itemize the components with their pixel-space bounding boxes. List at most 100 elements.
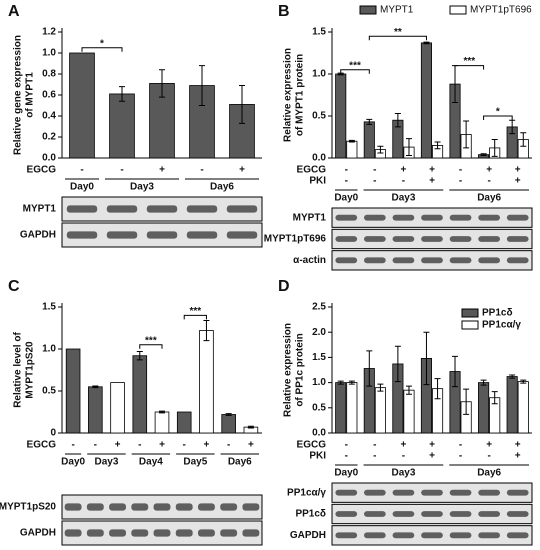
significance-label: * — [496, 107, 500, 118]
row-value: + — [401, 165, 407, 176]
error-bar — [434, 141, 441, 150]
row-value: - — [94, 440, 97, 451]
blot-band — [364, 257, 386, 264]
blot-band — [392, 511, 415, 517]
blot-band — [506, 236, 529, 242]
error-bar — [405, 138, 412, 156]
row-value: + — [486, 165, 492, 176]
blot-band — [220, 529, 238, 537]
group-label: Day3 — [94, 457, 118, 468]
error-bar — [394, 112, 401, 128]
bar — [335, 382, 347, 434]
blot-band — [335, 489, 358, 496]
bar — [517, 381, 529, 434]
blot-band — [175, 529, 193, 537]
group-label: Day5 — [183, 457, 207, 468]
error-bar — [159, 69, 165, 98]
blot-band — [478, 257, 500, 264]
blot-label: PP1cα/γ — [287, 487, 326, 498]
blot-band — [478, 236, 500, 242]
y-tick-label: 1.0 — [42, 344, 56, 355]
blot-band — [335, 214, 358, 221]
blot-band — [109, 503, 126, 511]
row-value: - — [345, 176, 348, 187]
row-value: - — [402, 451, 405, 462]
bar — [346, 140, 358, 159]
group-label: Day3 — [391, 193, 415, 204]
error-bar — [423, 41, 430, 45]
significance-bracket — [183, 314, 207, 320]
error-bar — [199, 65, 205, 106]
blot-band — [392, 489, 415, 496]
error-bar — [348, 139, 355, 143]
blot-label: MYPT1 — [23, 204, 57, 215]
error-bar — [136, 351, 143, 361]
group-label: Day0 — [70, 182, 94, 193]
error-bar — [491, 139, 498, 157]
row-value: - — [183, 440, 186, 451]
error-bar — [463, 120, 470, 149]
y-tick-label: 0.5 — [42, 386, 56, 397]
error-bar — [491, 391, 498, 405]
row-value: - — [345, 451, 348, 462]
row-value: + — [159, 440, 165, 451]
blot-band — [64, 529, 82, 537]
significance-bracket — [139, 344, 163, 349]
blot-band — [242, 529, 260, 537]
bar — [363, 121, 375, 159]
blot-band — [66, 231, 98, 239]
y-axis-label: Relative expression — [283, 323, 294, 417]
significance-label: ** — [394, 27, 402, 38]
blot-band — [364, 532, 386, 539]
row-value: - — [373, 451, 376, 462]
blot-band — [66, 205, 98, 213]
blot-label: MYPT1 — [293, 212, 327, 223]
legend-label: PP1cα/γ — [482, 320, 521, 331]
blot-band — [335, 532, 358, 539]
y-tick-label: 1.0 — [312, 69, 326, 80]
bar — [109, 93, 135, 159]
panel-letter: D — [278, 278, 290, 295]
significance-bracket — [340, 69, 370, 74]
bar — [65, 348, 81, 434]
row-value: - — [138, 440, 141, 451]
row-value: - — [487, 176, 490, 187]
group-label: Day6 — [477, 468, 501, 479]
blot-band — [106, 231, 138, 239]
blot-band — [106, 205, 138, 213]
row-value: + — [429, 451, 435, 462]
error-bar — [159, 410, 165, 414]
blot-band — [86, 503, 104, 511]
row-value: - — [373, 165, 376, 176]
significance-bracket — [483, 115, 513, 120]
blot-band — [86, 529, 104, 537]
error-bar — [423, 331, 430, 386]
row-value: + — [115, 440, 121, 451]
bar — [110, 382, 125, 434]
panel-letter: A — [8, 3, 20, 20]
y-axis-label: of PP1c protein — [295, 333, 306, 406]
blot-band — [226, 205, 258, 213]
blot-band — [449, 511, 472, 517]
blot-band — [364, 236, 386, 242]
group-label: Day0 — [334, 193, 358, 204]
error-bar — [377, 145, 384, 154]
y-tick-label: 0.5 — [312, 111, 326, 122]
blot-band — [153, 529, 171, 537]
row-value: - — [487, 451, 490, 462]
bar — [335, 73, 347, 159]
group-label: Day6 — [210, 182, 234, 193]
row-label: EGCG — [27, 165, 57, 176]
legend-label: PP1cδ — [482, 308, 513, 319]
blot-band — [198, 529, 215, 537]
blot-band — [421, 489, 443, 496]
bar — [478, 382, 490, 434]
row-label: EGCG — [297, 440, 327, 451]
blot-band — [64, 503, 82, 511]
blot-label: MYPT1pT696 — [264, 234, 327, 245]
blot-band — [186, 231, 218, 239]
blot-band — [392, 257, 415, 264]
y-tick-label: 0.2 — [42, 132, 56, 143]
row-value: + — [515, 451, 521, 462]
